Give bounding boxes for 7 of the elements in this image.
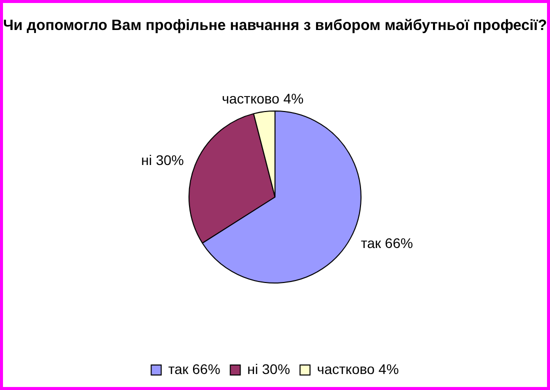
slice-label: так 66% xyxy=(360,235,413,252)
slice-label: ні 30% xyxy=(141,152,184,168)
chart-title: Чи допомогло Вам профільне навчання з вибором майбутньої професії? xyxy=(3,17,547,34)
legend-label: частково 4% xyxy=(317,360,399,377)
slice-label: частково 4% xyxy=(222,90,304,107)
legend-label: ні 30% xyxy=(247,360,290,377)
legend-label: так 66% xyxy=(168,360,220,377)
